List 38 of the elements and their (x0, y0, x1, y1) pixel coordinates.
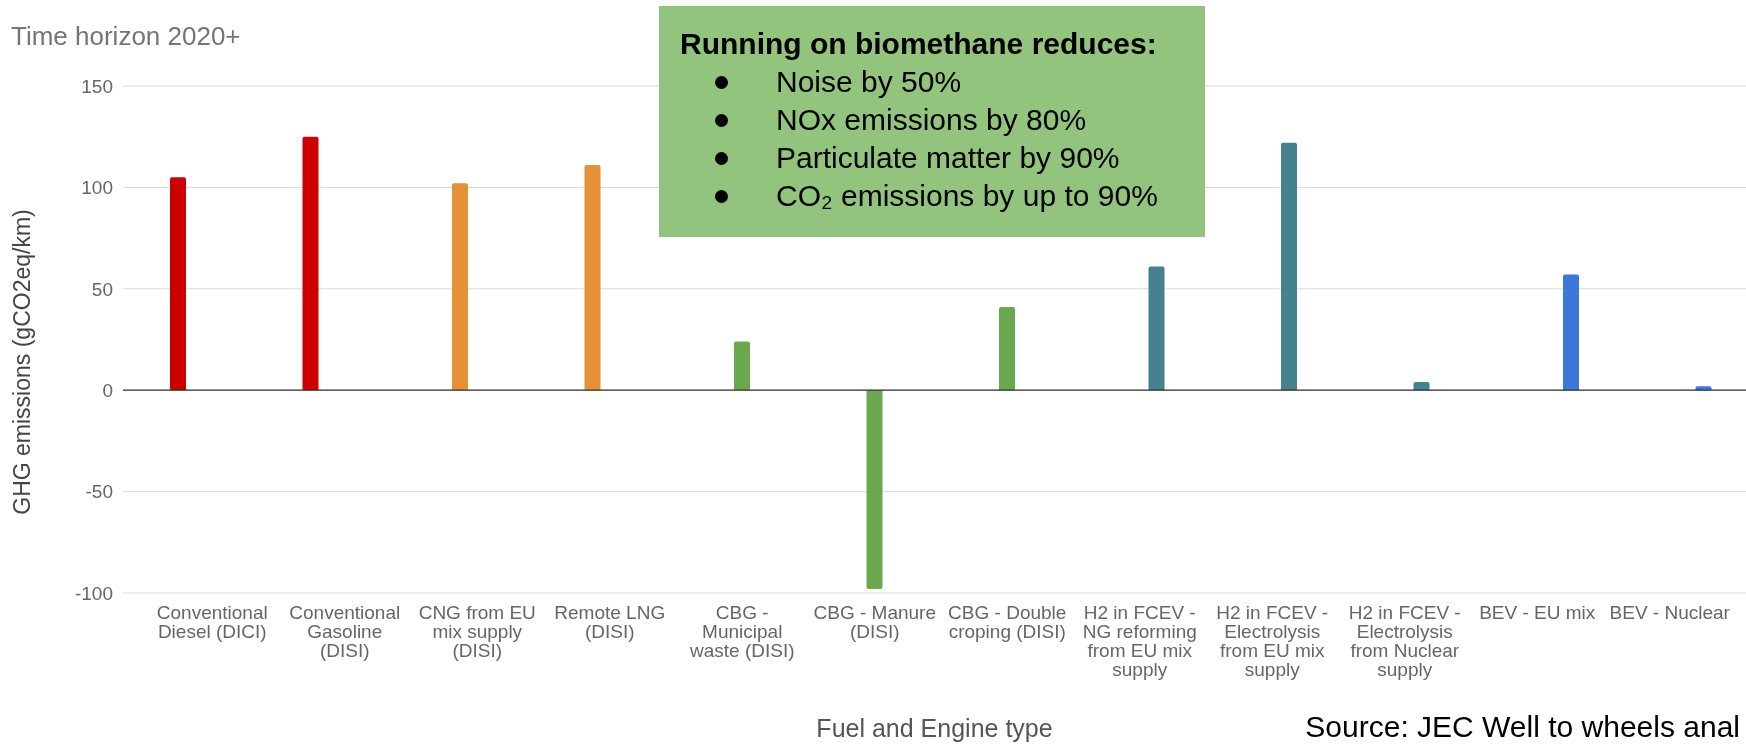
x-tick-label: CNG from EU mix supply (DISI) (418, 602, 536, 661)
y-tick-label: 100 (81, 177, 113, 199)
x-tick-label: BEV - Nuclear (1609, 602, 1731, 623)
bar (1563, 274, 1579, 391)
bar (866, 390, 883, 589)
y-tick-label: -100 (74, 582, 113, 604)
bar (999, 307, 1015, 391)
bar (452, 183, 468, 391)
bar (1148, 266, 1165, 391)
text: Running on biomethane reduces: (680, 27, 1157, 60)
chart-title: Time horizon 2020+ (11, 21, 241, 51)
x-tick-label: CBG - Municipal waste (DISI) (688, 602, 795, 661)
source-note: Source: JEC Well to wheels anal (1305, 710, 1740, 743)
annotation: NOx emissions by 80% (776, 102, 1087, 138)
y-tick-label: 150 (81, 75, 113, 97)
x-tick-label: Remote LNG (DISI) (554, 602, 666, 642)
x-tick-label: Conventional Diesel (DICI) (156, 602, 268, 642)
annotation: CO₂ emissions by up to 90% (776, 178, 1158, 214)
y-axis-title: GHG emissions (gCO2eq/km) (9, 209, 35, 515)
bar (302, 136, 319, 391)
x-tick-label: H2 in FCEV - Electrolysis from Nuclear supply (1348, 602, 1461, 680)
bar (584, 165, 601, 391)
y-tick-label: 50 (91, 278, 113, 300)
x-tick-label: BEV - EU mix (1479, 602, 1596, 623)
bar (170, 177, 186, 391)
bar (1413, 382, 1430, 391)
x-tick-label: CBG - Manure (DISI) (813, 602, 936, 642)
x-tick-label: H2 in FCEV - NG reforming from EU mix supply (1082, 602, 1197, 680)
annotation: Particulate matter by 90% (776, 140, 1120, 176)
bar (1281, 142, 1297, 391)
annotation: Noise by 50% (776, 64, 962, 100)
x-tick-label: H2 in FCEV - Electrolysis from EU mix supply (1216, 602, 1329, 680)
y-tick-label: 0 (102, 379, 113, 401)
bar (734, 341, 750, 391)
x-tick-label: CBG - Double croping (DISI) (948, 602, 1067, 642)
x-axis-title: Fuel and Engine type (816, 714, 1053, 742)
x-tick-label: Conventional Gasoline (DISI) (289, 602, 401, 661)
y-tick-label: -50 (85, 481, 113, 503)
